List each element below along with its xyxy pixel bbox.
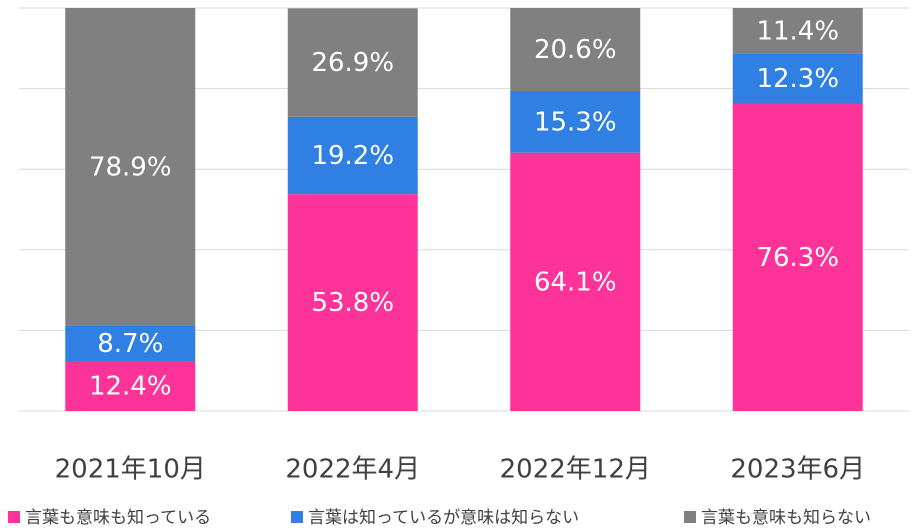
legend-label: 言葉は知っているが意味は知らない: [308, 508, 579, 528]
bar-segment: [732, 103, 863, 412]
data-label: 15.3%: [534, 107, 617, 137]
bar-segment: [287, 194, 418, 411]
data-label: 26.9%: [311, 48, 394, 78]
x-tick-label: 2023年6月: [730, 455, 865, 485]
data-label: 12.3%: [756, 64, 839, 94]
data-label: 20.6%: [534, 35, 617, 65]
data-label: 8.7%: [97, 329, 163, 359]
x-tick-label: 2022年12月: [500, 455, 651, 485]
data-label: 76.3%: [756, 243, 839, 273]
bar-segment: [732, 8, 863, 54]
bar-segment: [510, 152, 641, 411]
data-label: 11.4%: [756, 16, 839, 46]
data-label: 19.2%: [311, 141, 394, 171]
x-tick-label: 2021年10月: [55, 455, 206, 485]
bar-segment: [510, 8, 641, 92]
x-tick-label: 2022年4月: [285, 455, 420, 485]
bar-segment: [510, 91, 641, 153]
legend-swatch: [8, 511, 20, 523]
bar-segment: [732, 53, 863, 104]
bar-segment: [65, 361, 196, 411]
data-label: 78.9%: [89, 152, 172, 182]
bar-segment: [65, 325, 196, 362]
legend-label: 言葉も意味も知っている: [25, 508, 211, 528]
data-label: 64.1%: [534, 267, 617, 297]
legend-swatch: [291, 511, 303, 523]
data-label: 53.8%: [311, 288, 394, 318]
legend-swatch: [684, 511, 696, 523]
data-label: 12.4%: [89, 372, 172, 402]
legend-label: 言葉も意味も知らない: [701, 508, 871, 528]
bar-segment: [287, 116, 418, 195]
bar-segment: [65, 8, 196, 326]
bar-segment: [287, 8, 418, 117]
